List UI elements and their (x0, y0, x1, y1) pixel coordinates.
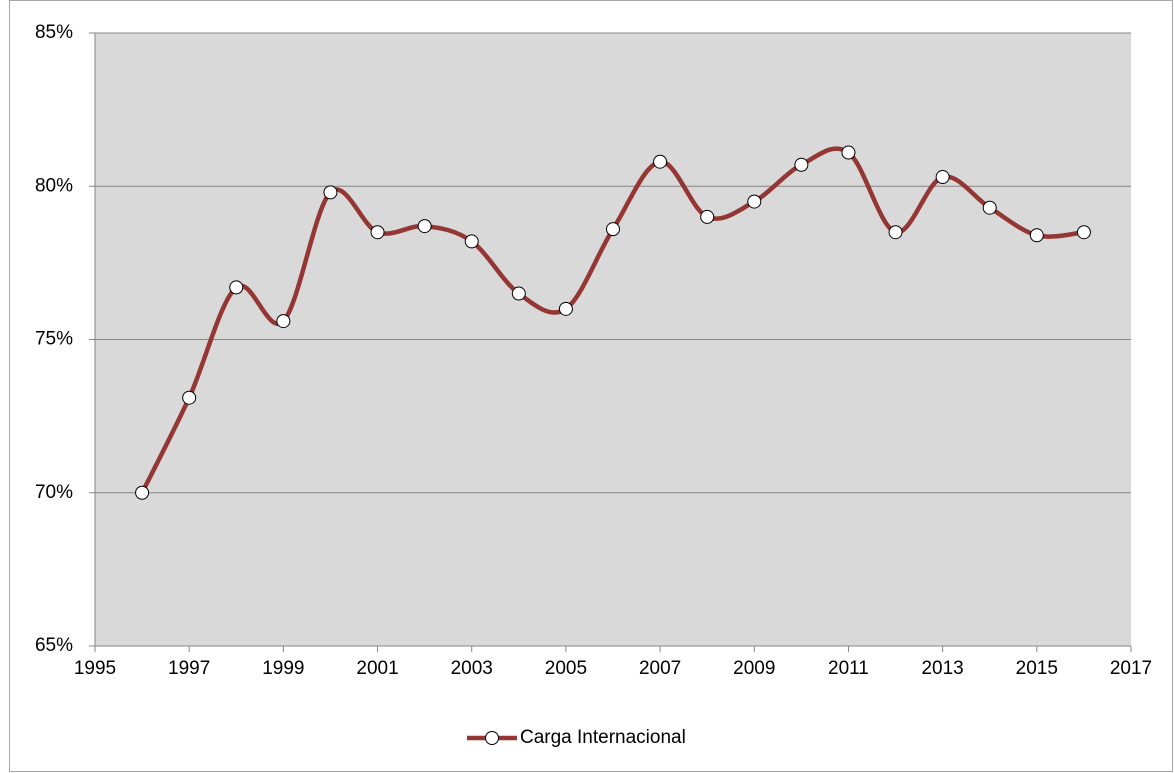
y-tick-label: 85% (35, 22, 73, 43)
x-tick-label: 2009 (733, 658, 775, 679)
x-tick-label: 2017 (1110, 658, 1152, 679)
x-tick-label: 2005 (545, 658, 587, 679)
data-point (841, 145, 856, 160)
data-point (370, 225, 385, 240)
x-tick-label: 2003 (451, 658, 493, 679)
legend-marker (485, 731, 499, 745)
data-point (323, 185, 338, 200)
data-point (606, 222, 620, 237)
data-point (1029, 228, 1044, 243)
data-point (511, 286, 526, 301)
x-tick-label: 2001 (356, 658, 398, 679)
data-point (700, 209, 715, 224)
y-tick-label: 65% (35, 635, 73, 656)
x-tick-label: 1999 (262, 658, 304, 679)
legend-label: Carga Internacional (520, 727, 686, 748)
x-tick-label: 2013 (921, 658, 963, 679)
x-tick-label: 1997 (168, 658, 210, 679)
data-point (276, 314, 291, 329)
data-point (982, 200, 997, 215)
data-point (464, 234, 479, 249)
data-point (653, 154, 668, 169)
x-tick-label: 1995 (74, 658, 116, 679)
data-point (558, 301, 573, 316)
data-point (1076, 225, 1091, 240)
y-tick-label: 70% (35, 482, 73, 503)
y-tick-label: 75% (35, 329, 73, 350)
x-tick-label: 2007 (639, 658, 681, 679)
x-tick-label: 2015 (1016, 658, 1058, 679)
data-point (182, 390, 197, 405)
data-point (888, 225, 903, 240)
x-tick-label: 2011 (828, 658, 869, 679)
data-point (229, 280, 244, 295)
data-point (747, 194, 762, 209)
data-point (135, 485, 150, 500)
data-point (935, 170, 950, 185)
y-tick-label: 80% (35, 175, 73, 196)
data-point (794, 157, 809, 172)
data-point (417, 219, 432, 234)
